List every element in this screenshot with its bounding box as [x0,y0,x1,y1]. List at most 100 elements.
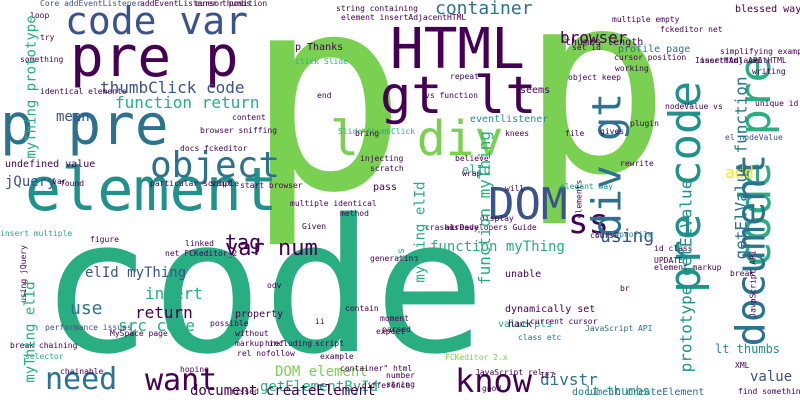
word-elid: elId [462,163,491,177]
word-use: use [70,298,103,319]
word-number: number [386,371,415,380]
word-code-giant: code [40,179,486,395]
word-generating: generating [370,254,419,263]
word-simple: simple [210,179,239,188]
word-need: need [45,362,118,397]
word-jquery: jQuery [5,174,56,190]
word-addeventlistener-thumbs: addEventListener thumbs [140,0,251,8]
word-given: Given [302,222,327,231]
word-using-jquery: using jQuery [18,245,28,303]
word-example: example [320,352,354,361]
word-moment: moment [380,314,409,323]
word-scratch: scratch [370,164,404,173]
word-will: will [505,184,525,193]
word-start-browser: start browser [240,181,303,190]
word-html: HTML [390,17,525,82]
word-sub-words: cursor position [195,0,268,8]
word-chainable: chainable [60,367,104,376]
word-code-var: code var [65,0,249,43]
word-p-thanks: p Thanks [295,42,344,53]
word-edit-profile: edit profile [595,230,653,239]
word-eventlistener: eventlistener [470,114,549,125]
word-simplifying-example: simplifying example [720,47,800,56]
word-display: display [480,214,514,223]
word-vs-function: vs function [425,91,478,100]
word-contain: contain [345,304,379,313]
word-element-markup: element markup [654,263,722,272]
word-repeat: repeat [450,72,479,81]
word-unique-id: unique id [755,99,799,108]
word-rewrite: rewrite [620,159,654,168]
word-end: end [317,91,332,100]
word-value-pls: value pls [498,319,553,330]
word-using: using [600,226,655,247]
word-fckeditor-net: fckeditor net [660,25,723,34]
word-p-giant-1: p [245,0,408,252]
word-getelementbyid: getElementById [260,379,379,395]
word-dynamically-set: dynamically set [505,304,596,315]
word-function-mything-rot: function myThing [475,130,495,286]
word-docs-fckeditor: docs fckeditor [180,144,248,153]
word-var: var [52,177,67,186]
word-object: object [150,145,281,186]
word-string-containing: string containing [336,4,418,13]
word-expect: expect [376,327,405,336]
word-want: want [145,363,218,398]
word-file: file [565,129,585,138]
word-blessed-way: blessed way [735,4,800,15]
word-hack: hack [508,319,533,330]
word-particular-script: particular script [150,179,232,188]
word-something: something [20,55,64,64]
word-xml: XML [735,361,750,370]
word-dom: DOM [488,179,568,230]
word-value: value [750,369,793,385]
word-add: add [725,163,754,182]
word-already: already [445,223,479,232]
word-update: UPDATE [654,256,683,265]
word-elements: elements [574,179,584,219]
word-writing: writing [752,67,786,76]
word-parsed: parsed [382,325,411,334]
word-br: br [620,284,630,293]
word-document-createelement-2: document createElement [572,387,705,398]
word-identical-elements: identical elements [40,87,127,96]
word-insertadjacenthtml: element insertAdjacentHTML [341,13,467,22]
word-found: found [60,179,85,188]
word-container: container [435,0,533,19]
word-set-id: set id [572,43,601,52]
word-pls-help: value pls [396,247,408,303]
word-injecting: injecting [360,154,404,163]
word-javascript-api-rot: JavaScript API [748,250,758,318]
word-current-cursor: current cursor [530,317,598,326]
word-function-mything: function myThing [430,239,565,255]
word-try: try [40,33,55,42]
word-ss: ss [568,202,609,242]
word-profile-page: profile page [618,44,691,55]
word-element: element [25,155,278,225]
word-browser-sniffing: browser sniffing [200,126,278,135]
word-wrap: wrap [462,169,482,178]
word-javascript-api: JavaScript API [585,324,653,333]
word-linked: linked [185,239,214,248]
word-slide-thumbclick: Slide thumbClick [338,127,416,136]
word-mything-rot: myThing elId [412,181,429,283]
word-return: return [135,303,193,322]
word-markup-including: markup including [235,339,313,348]
word-document-createelement: document createElement [190,383,376,399]
word-insert-multiple: insert multiple [0,229,73,238]
word-break: break [730,269,755,278]
word-href: href [265,339,285,348]
word-dom-element: DOM element [275,364,368,380]
word-prototype-getelvalue: prototype getElValue [676,179,696,373]
word-loop: loop [30,11,50,20]
word-code-addeventlistener: Core addEventListener [40,0,142,8]
word-missed: missed [230,387,259,396]
word-script: script [315,339,344,348]
word-gt-lt: gt lt [380,66,537,126]
word-mything-prototype: myThing prototype [23,15,40,159]
word-nodevalue: el nodeValue [725,133,783,142]
word-lt-thumbs-2: lt thumbs [715,342,781,356]
word-getelvalue-function: getElValue function [731,76,751,260]
word-undefined-value: undefined value [5,159,96,170]
